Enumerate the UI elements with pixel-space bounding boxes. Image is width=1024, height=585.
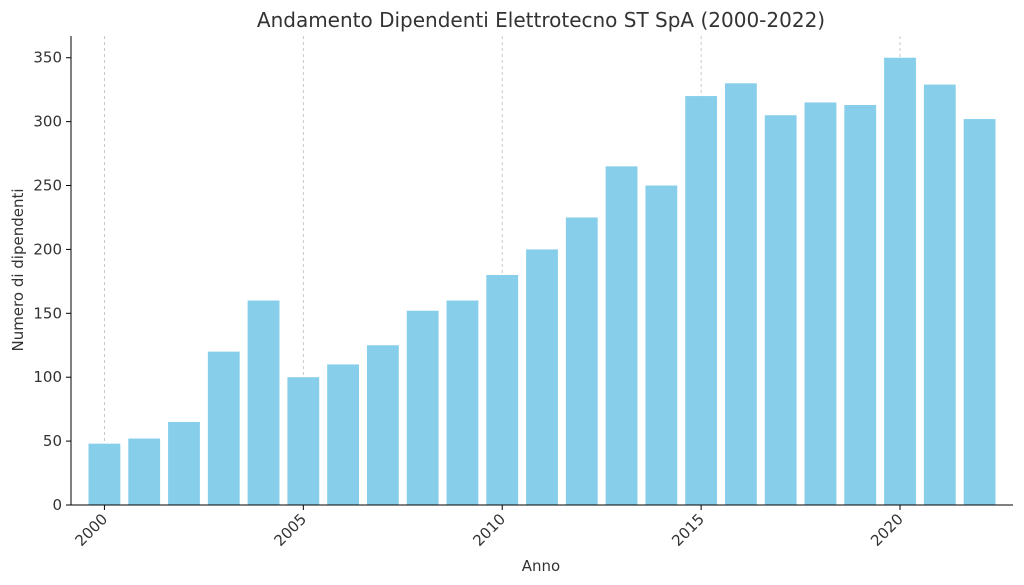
y-tick-label: 100	[33, 368, 62, 386]
x-axis-label: Anno	[522, 557, 560, 575]
bar	[128, 438, 161, 505]
bar	[486, 274, 519, 505]
bar	[884, 57, 916, 506]
bar	[327, 364, 360, 505]
bar	[605, 166, 638, 506]
bar	[168, 421, 200, 505]
y-tick-label: 200	[33, 240, 62, 258]
bars	[88, 57, 996, 506]
bar	[366, 345, 399, 505]
y-tick-label: 250	[33, 177, 62, 195]
bar	[963, 119, 996, 505]
x-tick-label: 2020	[867, 510, 907, 550]
bar	[406, 310, 439, 505]
bar	[287, 377, 320, 505]
bar	[764, 115, 797, 506]
y-tick-label: 0	[52, 496, 62, 514]
bar	[247, 300, 280, 505]
y-ticks: 0 50 100 150 200 250 300 350	[33, 49, 71, 514]
bar	[804, 102, 837, 505]
bar	[844, 105, 877, 505]
chart-title: Andamento Dipendenti Elettrotecno ST SpA…	[257, 8, 825, 32]
bar	[207, 351, 240, 505]
y-axis-label: Numero di dipendenti	[9, 188, 27, 351]
bar	[923, 84, 956, 505]
x-ticks: 2000 2005 2010 2015 2020	[72, 505, 907, 550]
bar	[88, 443, 121, 505]
bar	[565, 217, 598, 505]
bar	[645, 185, 678, 506]
bar	[724, 83, 757, 505]
x-tick-label: 2005	[270, 510, 310, 550]
x-tick-label: 2010	[469, 510, 509, 550]
x-tick-label: 2000	[72, 510, 112, 550]
y-tick-label: 50	[43, 432, 62, 450]
bar	[526, 249, 558, 505]
axes	[70, 36, 1013, 506]
y-tick-label: 150	[33, 304, 62, 322]
x-tick-label: 2015	[668, 510, 708, 550]
y-tick-label: 300	[33, 113, 62, 131]
y-tick-label: 350	[33, 49, 62, 67]
bar	[446, 300, 479, 505]
bar	[685, 96, 718, 505]
